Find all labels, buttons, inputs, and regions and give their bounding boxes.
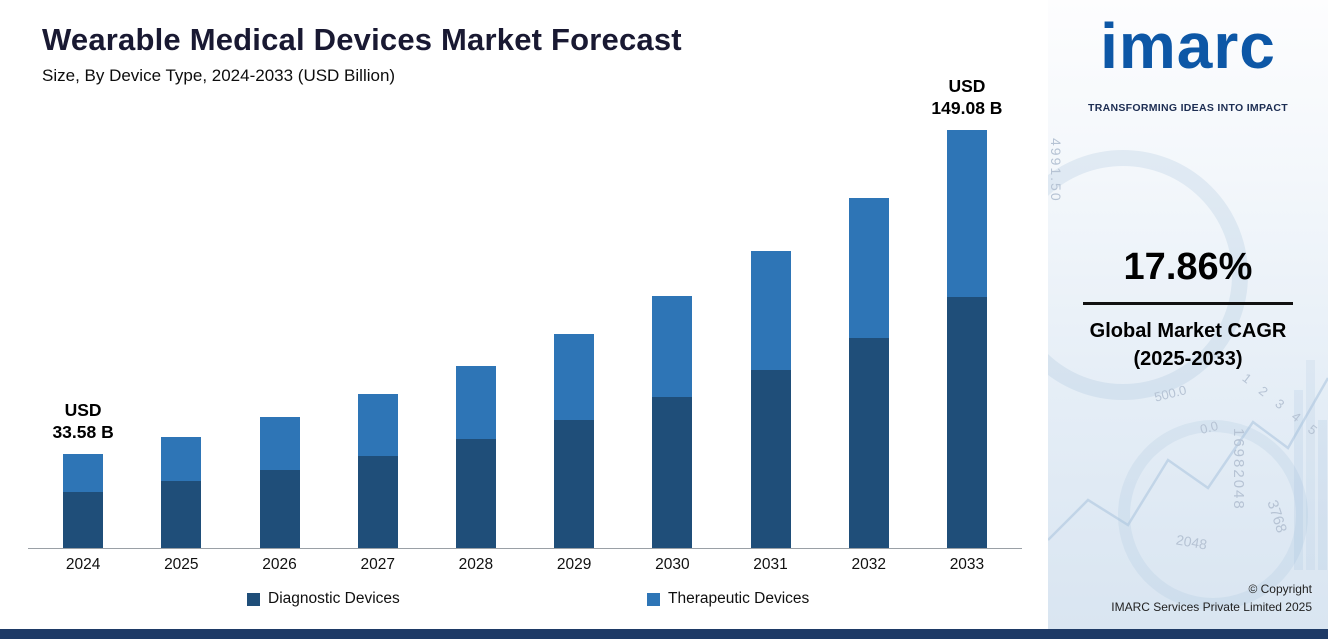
bar-column-2033: USD 149.08 B [918, 76, 1016, 548]
bar-segment-diagnostic-devices [946, 297, 987, 548]
legend-swatch-diagnostic [247, 592, 260, 606]
bar-column-2030 [623, 118, 721, 548]
bar-column-2024: USD 33.58 B [34, 118, 132, 548]
legend-label-therapeutic: Therapeutic Devices [668, 590, 810, 607]
cagr-label-line2: (2025-2033) [1133, 348, 1243, 370]
decorative-number: 16982048 [1230, 428, 1247, 511]
copyright-notice: © Copyright IMARC Services Private Limit… [1111, 580, 1312, 617]
cagr-value: 17.86% [1123, 246, 1253, 288]
x-axis-label-2031: 2031 [753, 556, 788, 573]
bar-segment-diagnostic-devices [259, 469, 300, 548]
x-axis-label-2025: 2025 [164, 556, 199, 573]
bar-value-annotation: USD 149.08 B [931, 75, 1003, 119]
copyright-line2: IMARC Services Private Limited 2025 [1111, 600, 1312, 615]
x-axis-label-2027: 2027 [360, 556, 395, 573]
bar-segment-therapeutic-devices [750, 250, 791, 370]
decorative-line-chart [1048, 360, 1328, 570]
bar-segment-diagnostic-devices [750, 369, 791, 548]
bar-columns: USD 33.58 B USD 149.08 B [34, 76, 1016, 548]
footer-strip [0, 629, 1328, 639]
stacked-bar-2031 [750, 250, 791, 548]
stacked-bar-2027 [357, 393, 398, 548]
bar-segment-therapeutic-devices [554, 333, 595, 420]
stacked-bar-2028 [455, 366, 496, 548]
bar-segment-therapeutic-devices [259, 417, 300, 470]
x-axis-label-2024: 2024 [65, 556, 101, 573]
legend-label-diagnostic: Diagnostic Devices [268, 590, 400, 607]
bar-column-2032 [820, 118, 918, 548]
bar-segment-diagnostic-devices [652, 396, 693, 548]
stacked-bar-2032 [848, 197, 889, 548]
bar-column-2028 [427, 118, 525, 548]
legend-swatch-therapeutic [647, 592, 660, 606]
branding-sidebar: 4991.50 16982048 3768 2048 500.0 0.0 1 2 3 4 5… [1048, 0, 1328, 629]
cagr-divider [1083, 302, 1293, 305]
bar-segment-diagnostic-devices [848, 337, 889, 548]
page-subtitle: Size, By Device Type, 2024-2033 (USD Bil… [42, 66, 396, 85]
legend-item-therapeutic-devices: Therapeutic Devices [647, 590, 809, 608]
bar-segment-therapeutic-devices [63, 453, 104, 492]
bar-segment-diagnostic-devices [63, 491, 104, 548]
stacked-bar-2026 [259, 417, 300, 548]
stacked-bar-2029 [554, 333, 595, 548]
x-axis-label-2030: 2030 [655, 556, 690, 573]
x-axis-labels: 2024 2025 2026 2027 2028 2029 2030 2031 2032 2033 [34, 556, 1016, 574]
x-axis-label-2033: 2033 [949, 556, 985, 573]
legend: Diagnostic Devices Therapeutic Devices [0, 590, 1048, 612]
bar-segment-therapeutic-devices [652, 295, 693, 397]
bar-segment-therapeutic-devices [455, 366, 496, 439]
x-axis-label-2028: 2028 [458, 556, 494, 573]
bar-segment-therapeutic-devices [357, 393, 398, 456]
bar-column-2029 [525, 118, 623, 548]
stacked-bar-2025 [161, 437, 202, 548]
bar-column-2026 [230, 118, 328, 548]
bar-column-2025 [132, 118, 230, 548]
x-axis-line [28, 548, 1022, 549]
legend-item-diagnostic-devices: Diagnostic Devices [247, 590, 400, 608]
x-axis-label-2026: 2026 [262, 556, 297, 573]
bar-segment-diagnostic-devices [554, 419, 595, 548]
bar-column-2027 [329, 118, 427, 548]
x-axis-label-2032: 2032 [851, 556, 886, 573]
x-axis-label-2029: 2029 [556, 556, 592, 573]
bar-segment-diagnostic-devices [455, 439, 496, 548]
stacked-bar-2030 [652, 295, 693, 548]
stacked-bar-2033 [946, 130, 987, 548]
bar-segment-therapeutic-devices [848, 197, 889, 338]
imarc-tagline: TRANSFORMING IDEAS INTO IMPACT [1088, 102, 1288, 114]
stacked-bar-2024 [63, 453, 104, 548]
cagr-label-line1: Global Market CAGR [1089, 320, 1287, 342]
stacked-bar-chart: USD 33.58 B USD 149.08 B 2024 2025 2026 2027 20… [34, 76, 1016, 574]
imarc-logo: imarc [1100, 10, 1276, 82]
bar-segment-therapeutic-devices [946, 130, 987, 298]
page-title: Wearable Medical Devices Market Forecast [42, 22, 682, 57]
bar-value-annotation: USD 33.58 B [52, 399, 114, 443]
chart-panel: Wearable Medical Devices Market Forecast… [0, 22, 1048, 612]
bar-segment-diagnostic-devices [357, 455, 398, 548]
bar-segment-therapeutic-devices [161, 437, 202, 482]
bar-column-2031 [721, 118, 819, 548]
copyright-line1: © Copyright [1248, 581, 1312, 596]
decorative-number: 4991.50 [1048, 138, 1064, 203]
bar-segment-diagnostic-devices [161, 481, 202, 548]
